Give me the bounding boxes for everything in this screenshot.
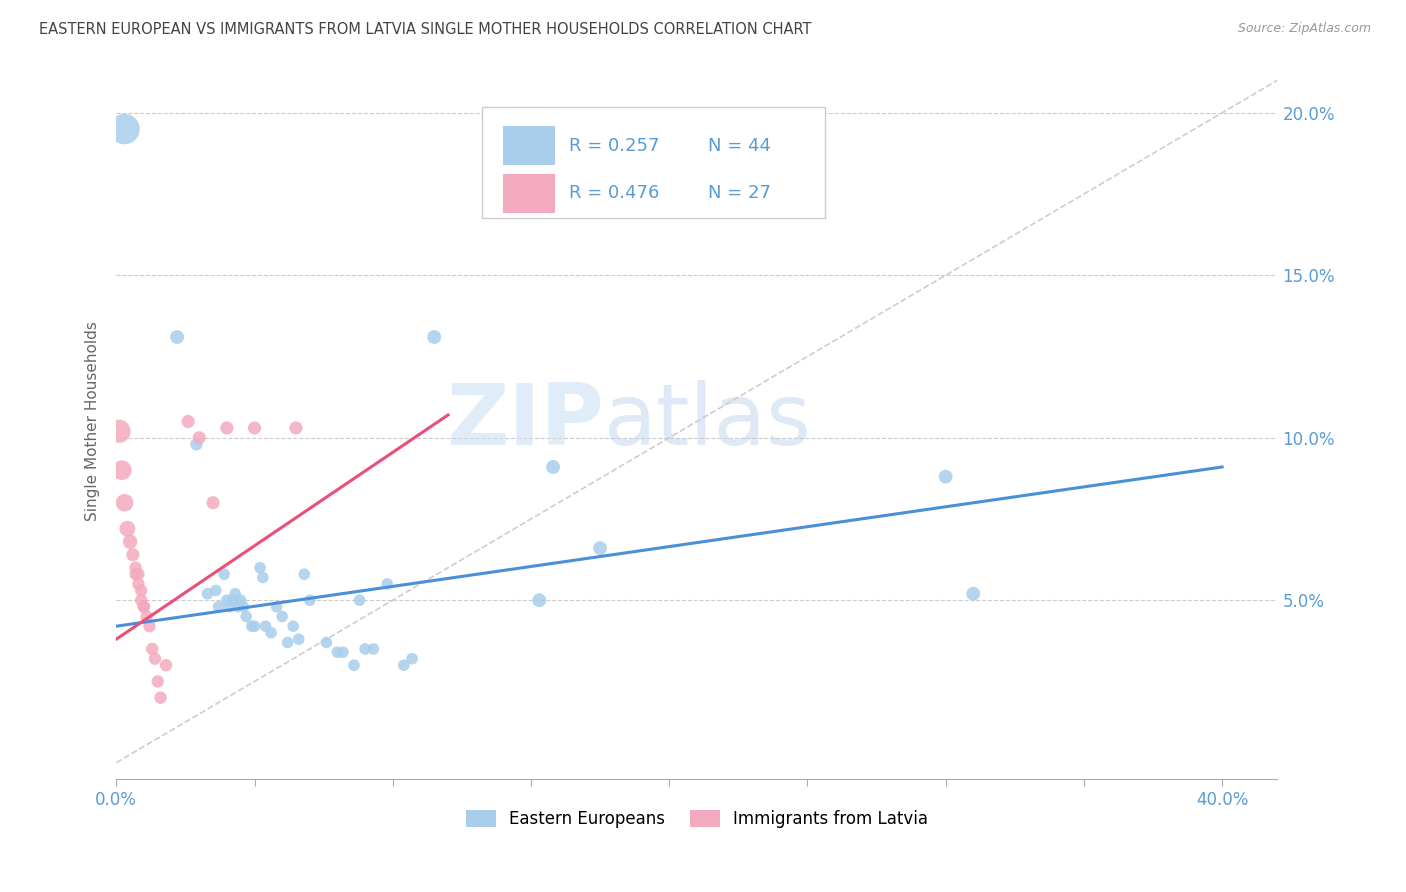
Point [423, 330, 446, 344]
Point [188, 431, 211, 445]
Point [243, 619, 266, 633]
Point [224, 587, 246, 601]
Point [114, 496, 136, 510]
Point [363, 642, 385, 657]
Point [143, 651, 166, 665]
Point [132, 599, 155, 614]
Point [332, 645, 354, 659]
Point [529, 593, 551, 607]
Point [218, 599, 240, 614]
Point [235, 609, 257, 624]
Legend: Eastern Europeans, Immigrants from Latvia: Eastern Europeans, Immigrants from Latvi… [458, 804, 935, 835]
Text: R = 0.257: R = 0.257 [569, 136, 659, 154]
Point [127, 567, 149, 582]
Point [207, 599, 229, 614]
Y-axis label: Single Mother Households: Single Mother Households [86, 321, 100, 522]
Bar [503, 126, 555, 165]
Point [292, 567, 315, 582]
Text: Source: ZipAtlas.com: Source: ZipAtlas.com [1237, 22, 1371, 36]
Point [138, 619, 160, 633]
Point [229, 593, 252, 607]
Point [349, 593, 371, 607]
Point [298, 593, 321, 607]
Point [212, 567, 235, 582]
Text: R = 0.476: R = 0.476 [569, 185, 659, 202]
Point [283, 619, 305, 633]
Point [315, 635, 337, 649]
Point [541, 460, 564, 475]
Point [252, 570, 274, 584]
Text: EASTERN EUROPEAN VS IMMIGRANTS FROM LATVIA SINGLE MOTHER HOUSEHOLDS CORRELATION : EASTERN EUROPEAN VS IMMIGRANTS FROM LATV… [39, 22, 811, 37]
Point [215, 593, 238, 607]
Point [146, 674, 169, 689]
Point [129, 593, 152, 607]
Point [215, 421, 238, 435]
Point [121, 548, 143, 562]
Point [202, 496, 225, 510]
Point [343, 658, 366, 673]
Point [266, 599, 288, 614]
Point [166, 330, 188, 344]
Point [392, 658, 415, 673]
Point [285, 421, 308, 435]
Text: N = 44: N = 44 [709, 136, 772, 154]
Point [135, 609, 157, 624]
Point [401, 651, 423, 665]
Point [129, 583, 152, 598]
Bar [503, 174, 555, 213]
Point [354, 642, 377, 657]
Point [127, 577, 149, 591]
Point [935, 469, 957, 483]
Point [197, 587, 219, 601]
Text: N = 27: N = 27 [709, 185, 772, 202]
Point [249, 560, 271, 574]
Point [287, 632, 309, 647]
Point [326, 645, 349, 659]
Point [589, 541, 612, 556]
Point [141, 642, 163, 657]
Point [243, 421, 266, 435]
Point [124, 560, 146, 574]
Point [124, 567, 146, 582]
Point [132, 599, 155, 614]
Point [155, 658, 177, 673]
Point [120, 534, 142, 549]
Point [226, 599, 249, 614]
Point [375, 577, 398, 591]
Point [277, 635, 299, 649]
Point [149, 690, 172, 705]
Point [177, 415, 200, 429]
Point [117, 522, 139, 536]
Point [232, 599, 254, 614]
Point [240, 619, 263, 633]
Point [254, 619, 277, 633]
Point [962, 587, 984, 601]
Point [108, 424, 131, 438]
Text: atlas: atlas [605, 380, 811, 463]
Point [221, 593, 243, 607]
Point [114, 122, 136, 136]
Point [186, 437, 208, 451]
Point [271, 609, 294, 624]
Point [111, 463, 134, 477]
Point [204, 583, 226, 598]
Text: ZIP: ZIP [446, 380, 605, 463]
Point [260, 625, 283, 640]
FancyBboxPatch shape [482, 107, 824, 218]
